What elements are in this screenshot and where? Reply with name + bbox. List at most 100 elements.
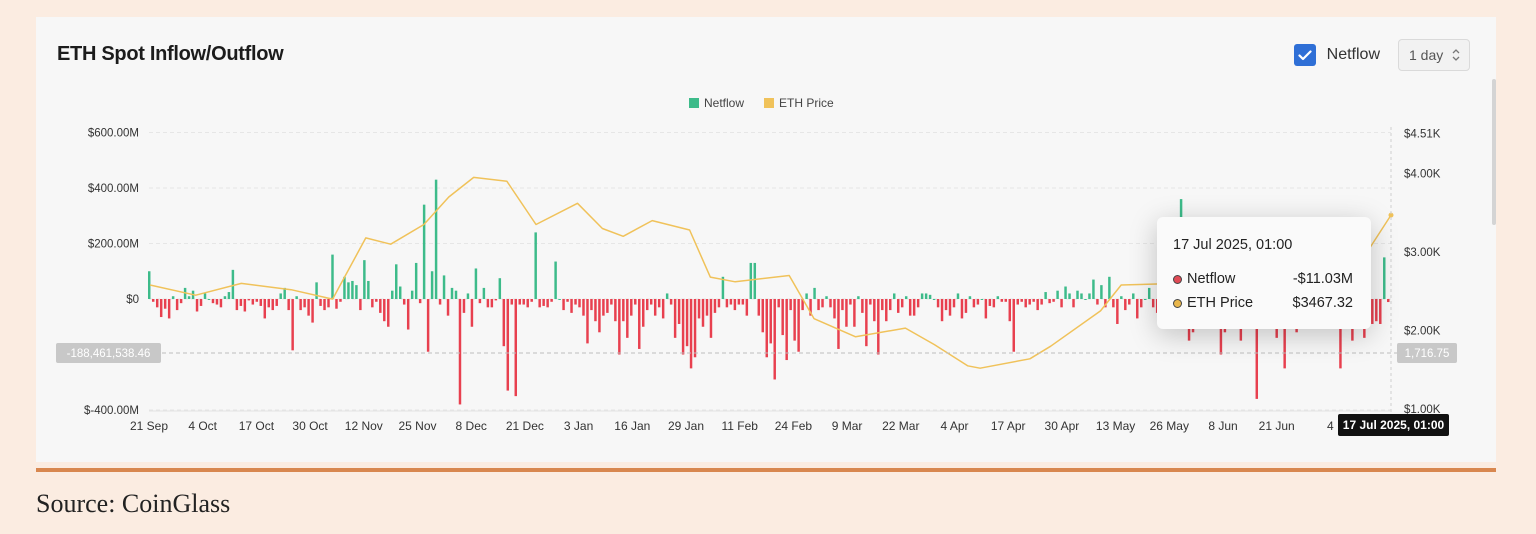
- netflow-bar: [908, 299, 912, 316]
- scrollbar-thumb[interactable]: [1492, 79, 1496, 225]
- netflow-bar: [335, 299, 338, 309]
- netflow-bar: [167, 299, 171, 319]
- x-tick-label: 24 Feb: [775, 419, 813, 433]
- netflow-bar: [1052, 299, 1055, 302]
- x-tick-label: 21 Sep: [130, 419, 168, 433]
- netflow-bar: [912, 299, 916, 316]
- netflow-bar: [757, 299, 761, 316]
- netflow-bar: [163, 299, 167, 309]
- x-tick-label: 30 Apr: [1045, 419, 1080, 433]
- netflow-bar: [379, 299, 382, 313]
- netflow-bar: [522, 299, 525, 305]
- netflow-bar: [506, 299, 510, 391]
- netflow-bar: [602, 299, 605, 316]
- netflow-bar: [590, 299, 593, 311]
- netflow-bar: [1136, 299, 1139, 319]
- netflow-bar: [203, 293, 207, 299]
- netflow-bar: [450, 287, 454, 299]
- netflow-bar: [729, 299, 733, 305]
- netflow-bar: [793, 299, 796, 341]
- tooltip-price-value: $3467.32: [1292, 295, 1353, 311]
- netflow-bar: [904, 296, 908, 300]
- y-right-tick-label: $4.00K: [1404, 169, 1441, 181]
- netflow-bar: [458, 299, 462, 405]
- netflow-bar: [634, 299, 637, 305]
- netflow-bar: [638, 299, 641, 349]
- netflow-bar: [1096, 299, 1099, 305]
- netflow-bar: [1008, 299, 1012, 322]
- x-tick-label: 3 Jan: [564, 419, 593, 433]
- netflow-bar: [1375, 299, 1378, 322]
- netflow-bar: [681, 299, 685, 355]
- y-right-tick-label: $2.00K: [1404, 326, 1441, 338]
- interval-select[interactable]: 1 day: [1398, 39, 1470, 71]
- y-left-tick-label: $0: [126, 294, 139, 306]
- netflow-checkbox-label[interactable]: Netflow: [1326, 46, 1380, 63]
- netflow-bar: [984, 299, 988, 319]
- netflow-bar: [896, 299, 900, 313]
- x-tick-label: 9 Mar: [832, 419, 863, 433]
- netflow-bar: [618, 299, 621, 355]
- chart-tooltip: 17 Jul 2025, 01:00 Netflow -$11.03M ETH …: [1157, 217, 1371, 329]
- netflow-bar: [1379, 299, 1382, 324]
- x-tick-label: 26 May: [1150, 419, 1189, 433]
- netflow-bar: [920, 293, 924, 299]
- netflow-bar: [562, 299, 565, 311]
- netflow-bar: [841, 299, 844, 311]
- netflow-checkbox[interactable]: [1293, 44, 1316, 66]
- netflow-bar: [980, 299, 984, 300]
- divider-rule: [36, 468, 1496, 472]
- netflow-bar: [235, 299, 239, 311]
- netflow-bar: [721, 276, 725, 299]
- netflow-dot-icon: [1173, 274, 1182, 284]
- netflow-bar: [610, 299, 613, 305]
- netflow-bar: [964, 299, 968, 313]
- netflow-bar: [1255, 299, 1259, 399]
- netflow-bar: [1120, 296, 1123, 300]
- netflow-bar: [406, 299, 410, 330]
- netflow-bar: [303, 299, 306, 308]
- netflow-bar: [960, 299, 964, 319]
- netflow-bar: [323, 299, 326, 311]
- netflow-bar: [331, 254, 334, 299]
- netflow-bar: [801, 299, 804, 311]
- netflow-bar: [398, 286, 402, 299]
- netflow-bar: [566, 299, 569, 302]
- netflow-bar: [900, 299, 904, 308]
- x-tick-label: 4: [1327, 419, 1334, 433]
- interval-value: 1 day: [1409, 47, 1444, 63]
- netflow-bar: [570, 299, 573, 313]
- netflow-bar: [861, 299, 864, 313]
- netflow-bar: [291, 299, 294, 351]
- netflow-bar: [422, 204, 426, 299]
- netflow-bar: [418, 299, 422, 304]
- netflow-bar: [976, 299, 980, 305]
- netflow-bar: [956, 293, 960, 299]
- netflow-bar: [952, 299, 956, 308]
- netflow-bar: [701, 299, 705, 327]
- netflow-bar: [175, 299, 179, 311]
- netflow-bar: [195, 299, 199, 312]
- netflow-bar: [797, 299, 800, 352]
- netflow-bar: [243, 299, 247, 312]
- netflow-bar: [231, 269, 235, 299]
- netflow-bar: [438, 299, 442, 305]
- x-tick-label: 21 Jun: [1259, 419, 1295, 433]
- netflow-bar: [223, 296, 227, 300]
- netflow-bar: [685, 299, 689, 347]
- netflow-bar: [582, 299, 585, 316]
- netflow-bar: [606, 299, 609, 313]
- netflow-bar: [809, 299, 812, 316]
- netflow-bar: [657, 299, 661, 308]
- netflow-bar: [753, 262, 757, 300]
- netflow-bar: [267, 299, 270, 308]
- legend-label: Netflow: [704, 96, 744, 110]
- netflow-bar: [622, 299, 625, 322]
- netflow-bar: [745, 299, 749, 316]
- netflow-bar: [259, 299, 263, 306]
- netflow-bar: [155, 299, 159, 308]
- netflow-bar: [642, 299, 645, 327]
- crosshair-right-label: 1,716.75: [1405, 348, 1450, 360]
- netflow-bar: [781, 299, 784, 336]
- netflow-bar: [1080, 293, 1083, 299]
